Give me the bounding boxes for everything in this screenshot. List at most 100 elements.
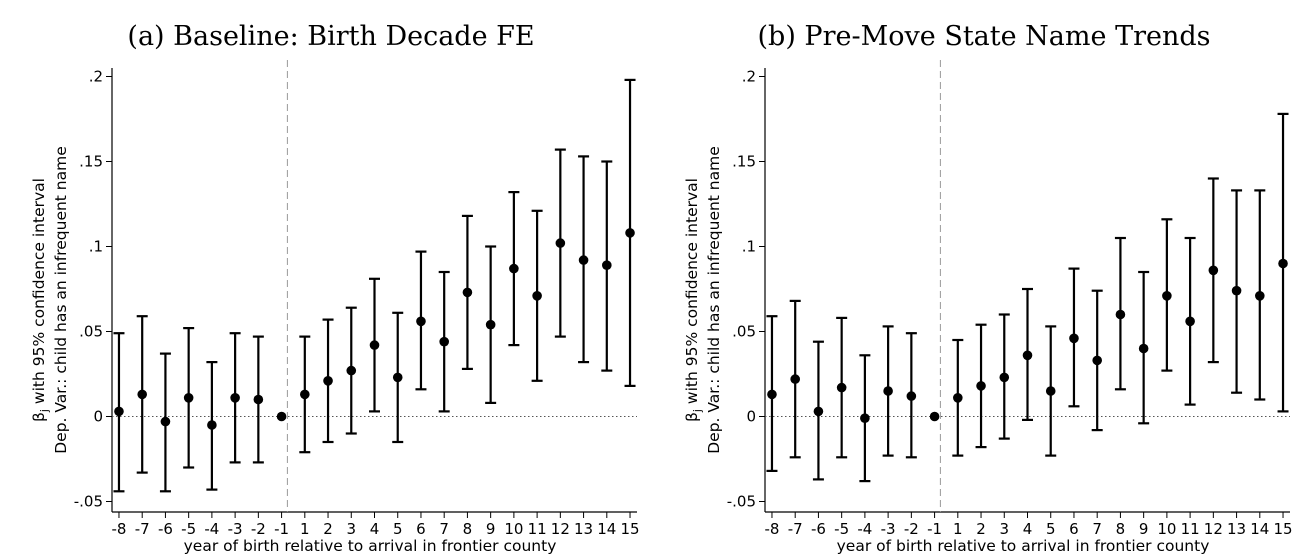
- point-estimate: [555, 238, 566, 248]
- x-tick-label: 13: [574, 520, 593, 538]
- point-estimate: [976, 381, 986, 391]
- y-tick-label: .05: [732, 323, 756, 341]
- x-tick-label: 10: [1157, 520, 1176, 538]
- point-estimate: [1231, 285, 1242, 296]
- point-estimate: [392, 372, 403, 383]
- point-estimate: [1045, 386, 1056, 396]
- y-tick-label: .05: [79, 323, 103, 341]
- y-axis-title-subscript: j: [691, 409, 704, 413]
- x-tick-label: 11: [528, 520, 547, 538]
- x-tick-label: -6: [811, 520, 826, 538]
- x-tick-label: 13: [1227, 520, 1246, 538]
- point-estimate: [300, 389, 310, 400]
- point-estimate: [953, 393, 963, 403]
- point-estimate: [183, 393, 194, 403]
- y-tick-label: .1: [742, 238, 756, 256]
- y-axis-title-line1: βj with 95% confidence interval: [30, 178, 51, 422]
- y-axis-title-rest: with 95% confidence interval: [30, 178, 48, 409]
- point-estimate: [1022, 350, 1033, 361]
- point-estimate: [602, 260, 612, 271]
- point-estimate: [860, 413, 870, 424]
- x-tick-label: -5: [834, 520, 849, 538]
- point-estimate: [906, 391, 917, 401]
- x-tick-label: 14: [597, 520, 616, 538]
- x-tick-label: 1: [300, 520, 310, 538]
- x-tick-label: 3: [346, 520, 356, 538]
- y-tick-label: .2: [89, 68, 103, 86]
- x-tick-label: 5: [393, 520, 403, 538]
- x-tick-label: 3: [999, 520, 1009, 538]
- x-tick-label: 7: [439, 520, 449, 538]
- x-tick-label: -3: [228, 520, 243, 538]
- point-estimate: [532, 291, 542, 301]
- point-estimate: [1138, 343, 1149, 354]
- point-estimate: [416, 316, 426, 327]
- x-tick-label: -2: [904, 520, 919, 538]
- x-tick-label: -8: [764, 520, 779, 538]
- point-estimate: [767, 389, 777, 400]
- y-axis-title-line1: βj with 95% confidence interval: [683, 178, 704, 422]
- x-tick-label: 15: [620, 520, 639, 538]
- point-estimate: [253, 394, 264, 405]
- point-estimate: [929, 411, 940, 422]
- chart-b: (b) Pre-Move State Name Trends βj with 9…: [683, 21, 1293, 555]
- x-tick-label: -4: [204, 520, 219, 538]
- x-tick-label: 4: [1023, 520, 1033, 538]
- x-tick-label: -8: [111, 520, 126, 538]
- y-tick-label: .2: [742, 68, 756, 86]
- y-axis-title-line2: Dep. Var.: child has an infrequent name: [705, 146, 723, 454]
- y-axis-title-beta: β: [30, 412, 48, 422]
- chart-title: (a) Baseline: Birth Decade FE: [127, 21, 534, 52]
- x-tick-label: -6: [158, 520, 173, 538]
- x-axis-title: year of birth relative to arrival in fro…: [184, 537, 557, 554]
- chart-title: (b) Pre-Move State Name Trends: [758, 21, 1211, 52]
- x-tick-label: -4: [857, 520, 872, 538]
- point-estimate: [1092, 355, 1102, 366]
- y-axis-title-rest: with 95% confidence interval: [683, 178, 701, 409]
- x-tick-label: 14: [1250, 520, 1269, 538]
- y-axis-title-line2: Dep. Var.: child has an infrequent name: [52, 146, 70, 454]
- chart-a: (a) Baseline: Birth Decade FE βj with 95…: [30, 21, 640, 555]
- x-tick-label: 9: [1139, 520, 1149, 538]
- x-tick-label: 8: [463, 520, 473, 538]
- point-estimate: [160, 416, 171, 427]
- x-tick-label: -2: [251, 520, 266, 538]
- x-tick-label: 2: [323, 520, 333, 538]
- x-tick-label: 9: [486, 520, 496, 538]
- point-estimate: [625, 228, 635, 238]
- point-estimate: [790, 374, 800, 384]
- x-tick-label: 15: [1273, 520, 1292, 538]
- x-tick-label: 2: [976, 520, 986, 538]
- x-tick-label: 8: [1116, 520, 1126, 538]
- y-tick-label: -.05: [727, 493, 756, 511]
- point-estimate: [462, 287, 473, 298]
- x-tick-label: 11: [1181, 520, 1200, 538]
- point-estimate: [1069, 333, 1079, 344]
- x-tick-label: 4: [370, 520, 380, 538]
- x-tick-label: 6: [416, 520, 426, 538]
- point-estimate: [1208, 265, 1219, 276]
- point-estimate: [813, 406, 824, 417]
- x-axis-title: year of birth relative to arrival in fro…: [837, 537, 1210, 554]
- x-tick-label: -3: [881, 520, 896, 538]
- point-estimate: [439, 336, 449, 347]
- point-estimate: [1185, 316, 1195, 327]
- point-estimate: [1115, 309, 1126, 320]
- y-tick-label: .1: [89, 238, 103, 256]
- point-estimate: [114, 406, 124, 417]
- point-estimate: [369, 340, 380, 350]
- point-estimate: [346, 365, 357, 376]
- point-estimate: [485, 319, 496, 330]
- x-tick-label: -7: [135, 520, 150, 538]
- point-estimate: [1162, 291, 1172, 301]
- plot-area: -.050.05.1.15.2-8 -7 -6 -5 -4 -3 -2 -1 1 2 3 4 5 6 7 8 9…: [727, 60, 1293, 538]
- y-axis-title-beta: β: [683, 412, 701, 422]
- point-estimate: [836, 382, 847, 393]
- chart-panel-b: (b) Pre-Move State Name Trends βj with 9…: [653, 0, 1305, 555]
- y-tick-label: -.05: [74, 493, 103, 511]
- chart-panel-a: (a) Baseline: Birth Decade FE βj with 95…: [0, 0, 652, 555]
- y-tick-label: .15: [732, 153, 756, 171]
- y-tick-label: 0: [746, 408, 756, 426]
- point-estimate: [1278, 258, 1288, 269]
- point-estimate: [276, 411, 287, 422]
